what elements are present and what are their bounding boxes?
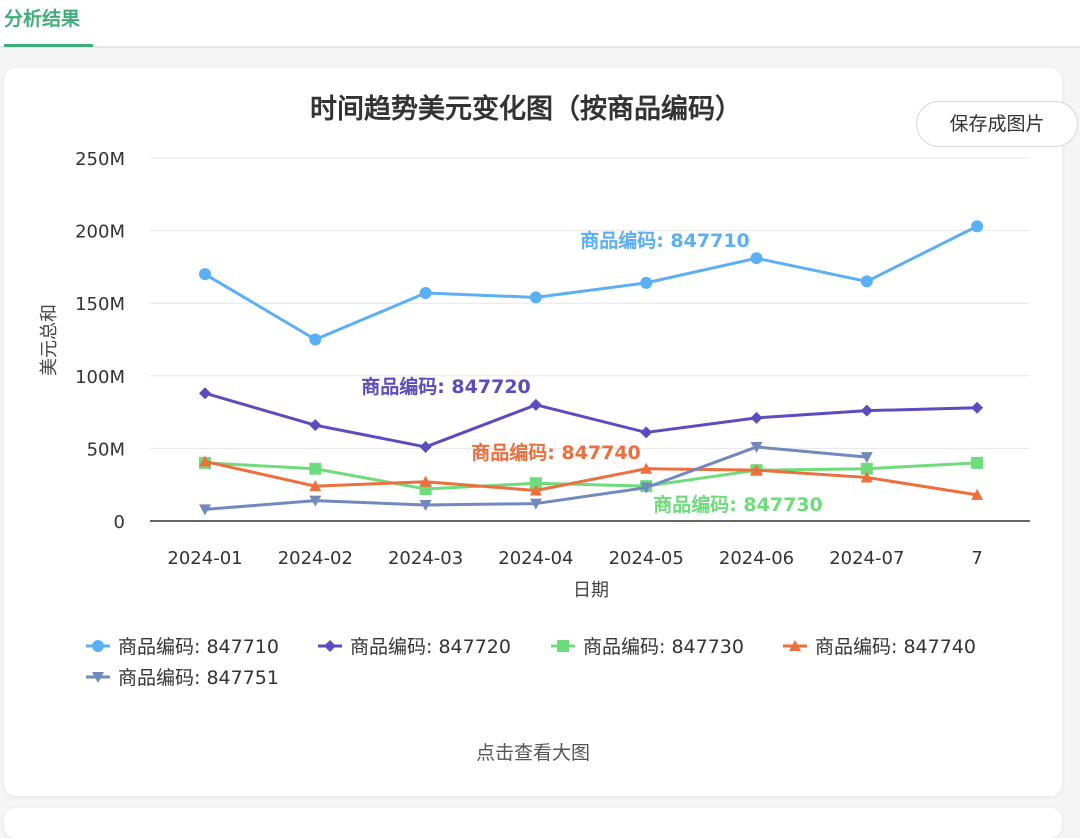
line-chart: 时间趋势美元变化图（按商品编码） 0 50M 100M 150M 200M 250M 2024… xyxy=(39,93,1030,689)
data-point xyxy=(860,471,873,483)
series-line xyxy=(204,224,978,341)
x-tick-label: 2024-07 xyxy=(829,548,904,569)
data-point xyxy=(860,404,873,417)
data-point xyxy=(199,504,211,516)
legend-marker xyxy=(92,640,104,652)
data-point xyxy=(309,462,322,475)
legend-label: 商品编码: 847751 xyxy=(118,667,279,689)
data-point xyxy=(860,275,873,288)
data-point xyxy=(750,411,763,424)
view-large-link[interactable]: 点击查看大图 xyxy=(475,742,590,764)
legend-label: 商品编码: 847710 xyxy=(118,636,279,658)
data-point xyxy=(971,456,984,469)
series-line xyxy=(204,461,978,491)
legend-marker xyxy=(92,672,104,683)
data-point xyxy=(529,498,542,510)
y-tick-label: 250M xyxy=(75,149,125,170)
data-point xyxy=(309,333,322,346)
series-label: 商品编码: 847740 xyxy=(471,441,641,464)
data-point xyxy=(640,482,653,494)
tab-analysis-result[interactable]: 分析结果 xyxy=(4,8,81,30)
series-line xyxy=(204,460,978,497)
tabs-bar: 分析结果 xyxy=(0,0,1080,48)
data-point xyxy=(419,475,432,487)
data-point xyxy=(309,480,322,492)
x-tick-label: 2024-06 xyxy=(719,548,794,569)
data-point xyxy=(971,220,984,233)
data-point xyxy=(971,401,984,414)
data-point xyxy=(529,477,542,490)
data-point xyxy=(640,462,653,474)
x-axis-title: 日期 xyxy=(573,580,609,601)
x-tick-label: 2024-03 xyxy=(388,548,463,569)
data-point xyxy=(199,268,211,281)
legend-marker xyxy=(789,640,801,651)
x-tick-label: 2024-04 xyxy=(498,548,573,569)
series-label: 商品编码: 847720 xyxy=(361,375,531,398)
data-point xyxy=(640,276,653,289)
data-point xyxy=(750,464,763,476)
data-point xyxy=(529,484,542,496)
legend-label: 商品编码: 847740 xyxy=(815,636,976,658)
legend-marker xyxy=(557,640,569,652)
x-tick-label: 2024-02 xyxy=(278,548,353,569)
data-point xyxy=(529,291,542,304)
data-point xyxy=(419,500,432,512)
data-point xyxy=(419,287,432,300)
x-tick-label: 2024-05 xyxy=(609,548,684,569)
tab-active-indicator xyxy=(4,44,93,47)
series-label: 商品编码: 847710 xyxy=(580,229,750,252)
data-point xyxy=(750,252,763,265)
data-point xyxy=(860,462,873,475)
y-tick-label: 150M xyxy=(75,294,125,315)
data-point xyxy=(640,426,653,439)
legend-label: 商品编码: 847720 xyxy=(350,636,511,658)
y-tick-label: 200M xyxy=(75,222,125,243)
data-point xyxy=(199,387,211,400)
legend-label: 商品编码: 847730 xyxy=(583,636,744,658)
data-point xyxy=(750,441,763,453)
x-tick-label: 7 xyxy=(971,548,982,569)
x-tick-label: 2024-01 xyxy=(167,548,242,569)
data-point xyxy=(860,452,873,464)
y-tick-label: 100M xyxy=(75,367,125,388)
series-label: 商品编码: 847730 xyxy=(653,493,823,516)
chart-title: 时间趋势美元变化图（按商品编码） xyxy=(310,93,742,125)
chart-card xyxy=(4,68,1062,796)
legend-marker xyxy=(324,640,336,652)
save-image-button[interactable]: 保存成图片 xyxy=(916,101,1078,147)
data-point xyxy=(971,488,984,500)
data-point xyxy=(419,440,432,453)
y-tick-label: 50M xyxy=(87,439,125,460)
y-axis-title: 美元总和 xyxy=(39,304,60,376)
series-line xyxy=(204,391,978,449)
data-point xyxy=(529,398,542,411)
y-tick-label: 0 xyxy=(114,512,125,533)
data-point xyxy=(199,455,211,467)
data-point xyxy=(309,419,322,432)
data-point xyxy=(309,495,322,507)
